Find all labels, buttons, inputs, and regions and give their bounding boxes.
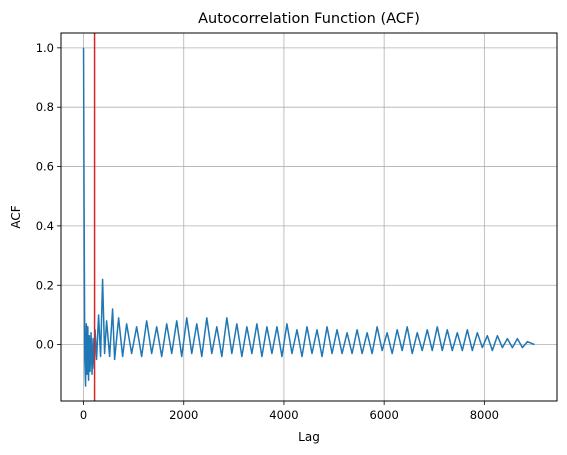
x-axis-ticks: 0 2000 4000 6000 8000 [80, 401, 499, 422]
x-tick-label: 4000 [269, 408, 298, 422]
y-axis-ticks: 0.0 0.2 0.4 0.6 0.8 1.0 [36, 41, 61, 352]
y-tick-label: 0.4 [36, 219, 54, 233]
y-tick-label: 1.0 [36, 41, 54, 55]
y-tick-label: 0.0 [36, 338, 54, 352]
x-tick-label: 8000 [470, 408, 499, 422]
x-tick-label: 2000 [169, 408, 198, 422]
y-axis-label: ACF [9, 205, 23, 228]
acf-series-line [82, 47, 535, 387]
x-axis-label: Lag [298, 430, 320, 444]
plot-frame [60, 32, 558, 402]
chart-title: Autocorrelation Function (ACF) [198, 11, 420, 27]
series-layer [82, 47, 535, 387]
x-tick-label: 6000 [370, 408, 399, 422]
y-tick-label: 0.6 [36, 160, 54, 174]
y-tick-label: 0.8 [36, 100, 54, 114]
y-tick-label: 0.2 [36, 278, 54, 292]
x-tick-label: 0 [80, 408, 87, 422]
